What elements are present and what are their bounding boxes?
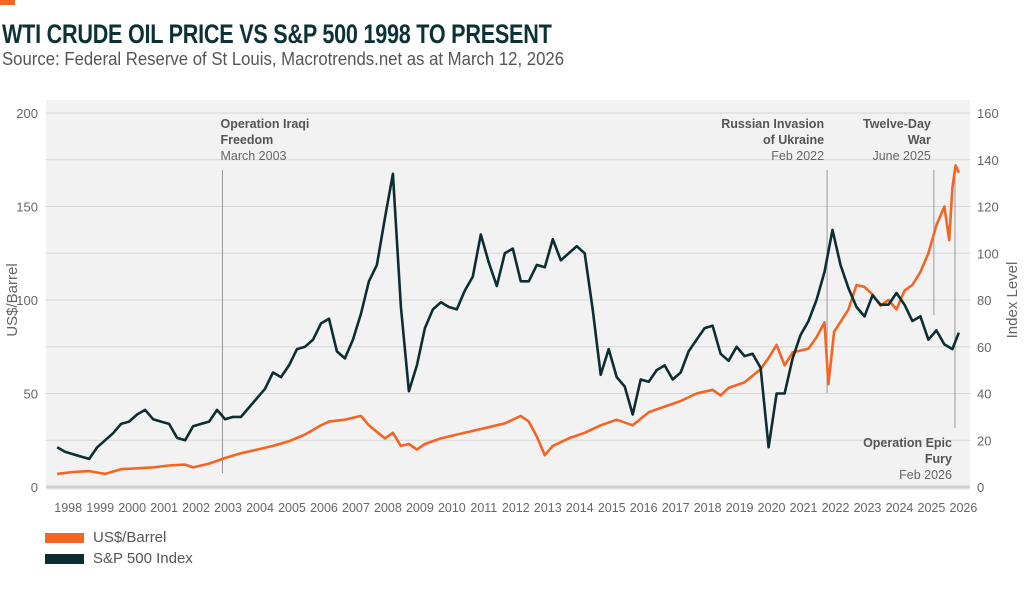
x-tick-label: 2021 bbox=[790, 501, 818, 515]
left-tick-label: 200 bbox=[16, 106, 38, 121]
chart-title: WTI CRUDE OIL PRICE VS S&P 500 1998 TO P… bbox=[2, 19, 552, 49]
left-tick-label: 150 bbox=[16, 200, 38, 215]
x-tick-label: 2005 bbox=[278, 501, 306, 515]
annotation-title: Operation Iraqi bbox=[220, 117, 309, 131]
left-tick-label: 0 bbox=[31, 480, 38, 495]
left-tick-label: 100 bbox=[16, 293, 38, 308]
right-tick-label: 140 bbox=[977, 153, 999, 168]
right-tick-label: 120 bbox=[977, 200, 999, 215]
annotation-title: War bbox=[908, 133, 931, 147]
x-tick-label: 2022 bbox=[822, 501, 850, 515]
x-tick-label: 2004 bbox=[246, 501, 274, 515]
right-tick-label: 0 bbox=[977, 480, 984, 495]
x-tick-label: 2025 bbox=[918, 501, 946, 515]
x-tick-label: 2014 bbox=[566, 501, 594, 515]
x-tick-label: 2026 bbox=[950, 501, 978, 515]
x-tick-label: 2020 bbox=[758, 501, 786, 515]
x-tick-label: 2003 bbox=[214, 501, 242, 515]
x-tick-label: 2015 bbox=[598, 501, 626, 515]
legend-label: US$/Barrel bbox=[93, 529, 167, 546]
series-line-sp500 bbox=[56, 172, 961, 461]
annotation-title: of Ukraine bbox=[763, 133, 824, 147]
right-tick-label: 80 bbox=[977, 293, 991, 308]
right-tick-label: 20 bbox=[977, 433, 991, 448]
right-tick-label: 40 bbox=[977, 387, 991, 402]
legend-swatch-dark bbox=[45, 553, 84, 564]
x-tick-label: 2016 bbox=[630, 501, 658, 515]
x-tick-label: 2009 bbox=[406, 501, 434, 515]
annotation-date: June 2025 bbox=[872, 149, 930, 163]
annotation-date: Feb 2022 bbox=[771, 149, 824, 163]
x-tick-label: 2006 bbox=[310, 501, 338, 515]
x-tick-label: 2010 bbox=[438, 501, 466, 515]
accent-bar bbox=[0, 0, 15, 5]
x-tick-label: 2013 bbox=[534, 501, 562, 515]
legend-label: S&P 500 Index bbox=[93, 550, 193, 567]
x-tick-label: 2011 bbox=[470, 501, 497, 515]
x-tick-label: 1998 bbox=[54, 501, 82, 515]
x-tick-label: 2017 bbox=[662, 501, 690, 515]
plot-background bbox=[46, 100, 970, 490]
right-axis-title: Index Level bbox=[1004, 262, 1021, 339]
x-tick-label: 2008 bbox=[374, 501, 402, 515]
annotation-date: Feb 2026 bbox=[899, 468, 952, 482]
chart-subtitle: Source: Federal Reserve of St Louis, Mac… bbox=[2, 49, 565, 69]
legend: US$/Barrel S&P 500 Index bbox=[45, 527, 193, 569]
x-tick-label: 2002 bbox=[182, 501, 210, 515]
right-tick-label: 60 bbox=[977, 340, 991, 355]
x-tick-label: 2000 bbox=[118, 501, 146, 515]
x-tick-label: 2018 bbox=[694, 501, 722, 515]
annotation-title: Twelve-Day bbox=[863, 117, 931, 131]
x-tick-label: 2012 bbox=[502, 501, 530, 515]
x-tick-label: 1999 bbox=[86, 501, 114, 515]
legend-swatch-orange bbox=[45, 532, 84, 543]
legend-item-oil: US$/Barrel bbox=[45, 527, 193, 548]
annotation-date: March 2003 bbox=[220, 149, 286, 163]
x-tick-label: 2023 bbox=[854, 501, 882, 515]
x-tick-label: 2019 bbox=[726, 501, 754, 515]
annotation-title: Operation Epic bbox=[863, 436, 952, 450]
x-tick-label: 2007 bbox=[342, 501, 370, 515]
legend-item-sp500: S&P 500 Index bbox=[45, 548, 193, 569]
annotation-title: Freedom bbox=[220, 133, 273, 147]
annotation-title: Russian Invasion bbox=[721, 117, 824, 131]
left-axis-title: US$/Barrel bbox=[4, 263, 21, 336]
left-tick-label: 50 bbox=[24, 387, 38, 402]
right-tick-label: 160 bbox=[977, 106, 999, 121]
annotation-title: Fury bbox=[925, 452, 952, 466]
x-tick-label: 2024 bbox=[886, 501, 914, 515]
right-tick-label: 100 bbox=[977, 246, 999, 261]
x-tick-label: 2001 bbox=[150, 501, 178, 515]
